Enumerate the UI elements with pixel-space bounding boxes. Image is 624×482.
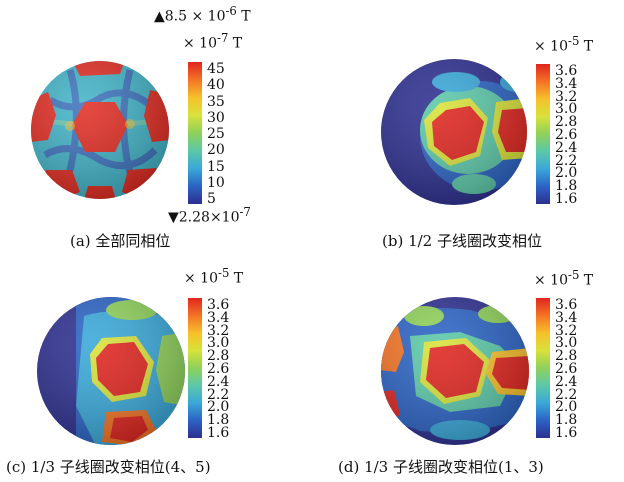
field-sphere-b	[380, 58, 528, 206]
colorbar-ticks: 3.6 3.4 3.2 3.0 2.8 2.6 2.4 2.2 2.0 1.8 1.6	[555, 63, 595, 207]
colorbar-tick-label: 1.6	[207, 425, 230, 441]
colorbar-ticks: 45 40 35 30 25 20 15 10 5	[207, 61, 247, 207]
colorbar-tick-label: 3.6	[555, 63, 578, 79]
caption: (c) 1/3 子线圈改变相位(4、5)	[6, 458, 211, 476]
field-sphere-a	[30, 60, 170, 200]
colorbar-tick-label: 20	[207, 142, 225, 159]
panel-b: × 10-5 T 3.6 3.4 3.2 3.0 2.8 2.6 2.4 2.2 2.0 1.8 1…	[312, 0, 612, 250]
colorbar-tick-label: 2.4	[555, 139, 578, 156]
unit-label: × 10-5 T	[184, 266, 244, 287]
caption: (b) 1/2 子线圈改变相位	[382, 232, 542, 250]
colorbar-tick-label: 1.6	[555, 191, 578, 207]
colorbar	[188, 298, 202, 438]
colorbar-tick-label: 2.0	[555, 165, 578, 182]
colorbar-tick-label: 2.8	[555, 114, 578, 131]
panel-c: × 10-5 T 3.6 3.4 3.2 3.0 2.8 2.6 2.4 2.2 2.0 1.8 1…	[0, 250, 300, 480]
colorbar-ticks: 3.6 3.4 3.2 3.0 2.8 2.6 2.4 2.2 2.0 1.8 1.6	[555, 297, 595, 441]
colorbar-tick-label: 2.0	[207, 399, 230, 416]
field-sphere-d	[380, 296, 530, 446]
colorbar-tick-label: 3.6	[555, 297, 578, 313]
colorbar-ticks: 3.6 3.4 3.2 3.0 2.8 2.6 2.4 2.2 2.0 1.8 1.6	[207, 297, 247, 441]
colorbar-tick-label: 2.0	[555, 399, 578, 416]
colorbar-tick-label: 1.8	[555, 412, 578, 429]
colorbar-tick-label: 3.4	[207, 309, 230, 326]
min-value-label: ▼2.28×10-7	[168, 205, 251, 226]
colorbar-tick-label: 2.2	[555, 152, 578, 169]
colorbar-tick-label: 3.2	[555, 322, 578, 339]
colorbar	[536, 298, 550, 438]
colorbar-tick-label: 25	[207, 126, 225, 142]
colorbar	[188, 62, 202, 204]
colorbar-tick-label: 30	[207, 109, 225, 126]
colorbar-tick-label: 3.6	[207, 297, 230, 313]
colorbar-tick-label: 2.6	[555, 127, 578, 143]
colorbar-tick-label: 2.2	[207, 386, 230, 403]
unit-label: × 10-5 T	[534, 268, 594, 289]
colorbar-tick-label: 2.8	[555, 348, 578, 365]
colorbar-tick-label: 1.8	[207, 412, 230, 429]
colorbar-tick-label: 1.8	[555, 178, 578, 195]
colorbar-tick-label: 2.4	[207, 373, 230, 390]
field-sphere-c	[36, 296, 186, 446]
colorbar-tick-label: 3.4	[555, 75, 578, 92]
max-value-label: ▲8.5 × 10-6 T	[154, 4, 251, 25]
colorbar-tick-label: 35	[207, 93, 225, 110]
panel-a: ▲8.5 × 10-6 T × 10-7 T 45 40 35 30 25 20 15 10 5…	[0, 0, 300, 250]
colorbar-tick-label: 15	[207, 158, 225, 175]
caption: (d) 1/3 子线圈改变相位(1、3)	[338, 458, 544, 476]
colorbar-tick-label: 3.0	[555, 101, 578, 118]
colorbar-tick-label: 2.8	[207, 348, 230, 365]
colorbar-tick-label: 3.0	[207, 335, 230, 352]
colorbar-tick-label: 10	[207, 174, 225, 191]
colorbar-tick-label: 2.6	[207, 361, 230, 377]
colorbar-tick-label: 2.2	[555, 386, 578, 403]
colorbar-tick-label: 1.6	[555, 425, 578, 441]
colorbar-tick-label: 3.2	[555, 88, 578, 105]
colorbar	[536, 64, 550, 204]
caption: (a) 全部同相位	[70, 232, 171, 250]
colorbar-tick-label: 3.0	[555, 335, 578, 352]
colorbar-tick-label: 2.6	[555, 361, 578, 377]
panel-d: × 10-5 T 3.6 3.4 3.2 3.0 2.8 2.6 2.4 2.2 2.0 1.8 1…	[312, 250, 612, 480]
unit-label: × 10-5 T	[534, 34, 594, 55]
colorbar-tick-label: 2.4	[555, 373, 578, 390]
colorbar-tick-label: 3.4	[555, 309, 578, 326]
colorbar-tick-label: 40	[207, 77, 225, 94]
unit-label: × 10-7 T	[183, 31, 243, 52]
colorbar-tick-label: 45	[207, 61, 225, 77]
colorbar-tick-label: 3.2	[207, 322, 230, 339]
colorbar-tick-label: 5	[207, 191, 216, 207]
